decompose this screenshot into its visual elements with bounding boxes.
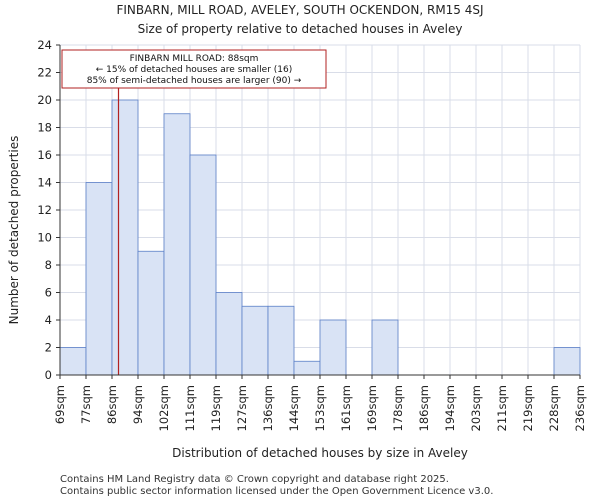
bar-228sqm	[553, 347, 581, 376]
x-tick-label: 86sqm	[105, 385, 119, 424]
x-tick-label: 69sqm	[53, 385, 67, 424]
annotation-line-1: FINBARN MILL ROAD: 88sqm	[130, 54, 259, 64]
y-tick-label: 18	[37, 121, 52, 135]
x-tick-label: 102sqm	[157, 385, 171, 431]
bar-86sqm	[111, 99, 139, 376]
bar-153sqm	[319, 319, 347, 376]
bar-119sqm	[215, 292, 243, 376]
x-tick-label: 186sqm	[417, 385, 431, 431]
x-tick-label: 136sqm	[261, 385, 275, 431]
y-tick-label: 4	[45, 313, 52, 327]
bar-102sqm	[163, 113, 191, 376]
chart-subtitle: Size of property relative to detached ho…	[138, 22, 463, 36]
y-tick-label: 22	[37, 66, 52, 80]
x-tick-label: 111sqm	[183, 385, 197, 431]
bar-127sqm	[241, 305, 269, 376]
x-tick-label: 153sqm	[313, 385, 327, 431]
x-tick-label: 94sqm	[131, 385, 145, 424]
x-tick-label: 77sqm	[79, 385, 93, 424]
x-tick-label: 127sqm	[235, 385, 249, 431]
bar-169sqm	[371, 319, 399, 376]
y-tick-label: 2	[45, 341, 52, 355]
y-tick-label: 16	[37, 148, 52, 162]
x-tick-label: 219sqm	[521, 385, 535, 431]
annotation-line-3: 85% of semi-detached houses are larger (…	[87, 76, 302, 86]
x-tick-label: 211sqm	[495, 385, 509, 431]
annotation-line-2: ← 15% of detached houses are smaller (16…	[96, 65, 293, 75]
x-tick-label: 161sqm	[339, 385, 353, 431]
x-tick-label: 236sqm	[573, 385, 587, 431]
y-tick-label: 24	[37, 38, 52, 52]
x-tick-label: 119sqm	[209, 385, 223, 431]
x-tick-label: 144sqm	[287, 385, 301, 431]
y-tick-label: 0	[45, 368, 52, 382]
x-axis-label: Distribution of detached houses by size …	[172, 446, 468, 460]
y-tick-label: 14	[37, 176, 52, 190]
bar-144sqm	[293, 360, 321, 376]
x-tick-label: 194sqm	[443, 385, 457, 431]
bar-69sqm	[59, 347, 87, 376]
bar-77sqm	[85, 182, 113, 376]
bar-136sqm	[267, 305, 295, 376]
y-tick-label: 12	[37, 203, 52, 217]
footer-line-2: Contains public sector information licen…	[60, 486, 493, 497]
y-tick-label: 20	[37, 93, 52, 107]
x-axis-ticks: 69sqm 77sqm 86sqm 94sqm 102sqm 111sqm 119sqm 12…	[53, 375, 587, 431]
annotation-box	[61, 49, 327, 89]
bar-111sqm	[189, 154, 217, 376]
bar-94sqm	[137, 250, 165, 376]
y-tick-label: 10	[37, 231, 52, 245]
x-tick-label: 169sqm	[365, 385, 379, 431]
x-tick-label: 178sqm	[391, 385, 405, 431]
y-axis-label: Number of detached properties	[7, 136, 21, 325]
footer-line-1: Contains HM Land Registry data © Crown c…	[60, 474, 449, 485]
y-tick-label: 6	[45, 286, 52, 300]
x-tick-label: 203sqm	[469, 385, 483, 431]
x-tick-label: 228sqm	[547, 385, 561, 431]
chart-title: FINBARN, MILL ROAD, AVELEY, SOUTH OCKEND…	[116, 3, 483, 17]
y-tick-label: 8	[45, 258, 52, 272]
bar-series	[59, 99, 581, 376]
